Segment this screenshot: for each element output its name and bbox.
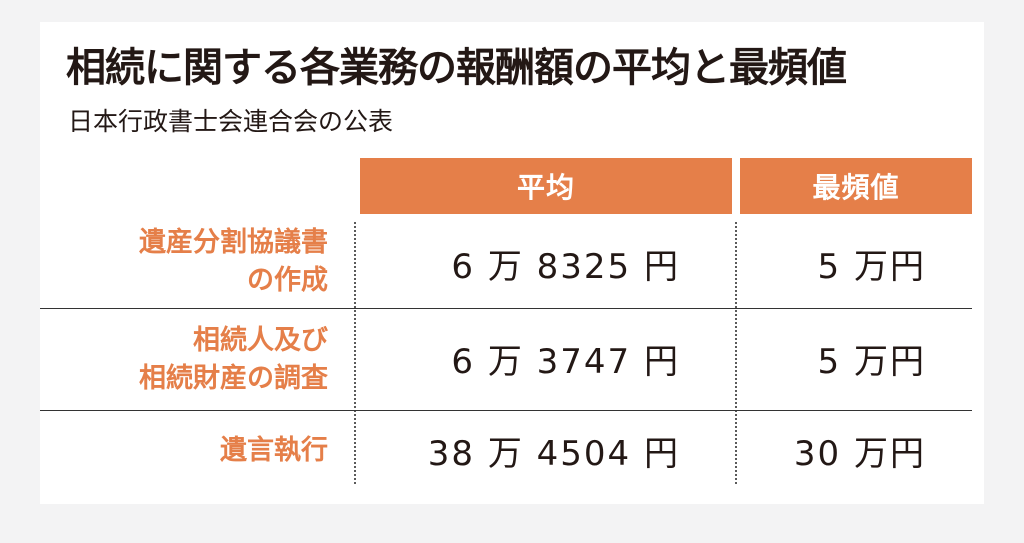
fee-table-card: 相続に関する各業務の報酬額の平均と最頻値 日本行政書士会連合会の公表 平均 最頻… <box>40 22 984 504</box>
column-divider <box>735 222 737 484</box>
page-subtitle: 日本行政書士会連合会の公表 <box>68 107 394 136</box>
average-value-cell: 38 万 4504 円 <box>427 434 680 474</box>
row-label-heir-and-property-survey: 相続人及び 相続財産の調査 <box>139 322 328 398</box>
row-label-line: 相続財産の調査 <box>139 363 328 394</box>
column-header-mode: 最頻値 <box>740 158 972 214</box>
row-label-line: 遺産分割協議書 <box>139 227 328 258</box>
row-label-line: 相続人及び <box>193 325 328 356</box>
column-divider <box>354 222 356 484</box>
column-header-average: 平均 <box>360 158 732 214</box>
mode-value-cell: 30 万円 <box>793 434 926 474</box>
average-value-cell: 6 万 8325 円 <box>451 247 680 287</box>
average-value-cell: 6 万 3747 円 <box>451 342 680 382</box>
page-title: 相続に関する各業務の報酬額の平均と最頻値 <box>66 45 847 91</box>
mode-value-cell: 5 万円 <box>817 247 926 287</box>
row-label-estate-division-agreement: 遺産分割協議書 の作成 <box>139 224 328 300</box>
mode-value-cell: 5 万円 <box>817 342 926 382</box>
row-divider <box>40 308 972 309</box>
row-divider <box>40 410 972 411</box>
row-label-line: 遺言執行 <box>220 435 328 466</box>
row-label-will-execution: 遺言執行 <box>220 432 328 470</box>
row-label-line: の作成 <box>247 265 328 296</box>
